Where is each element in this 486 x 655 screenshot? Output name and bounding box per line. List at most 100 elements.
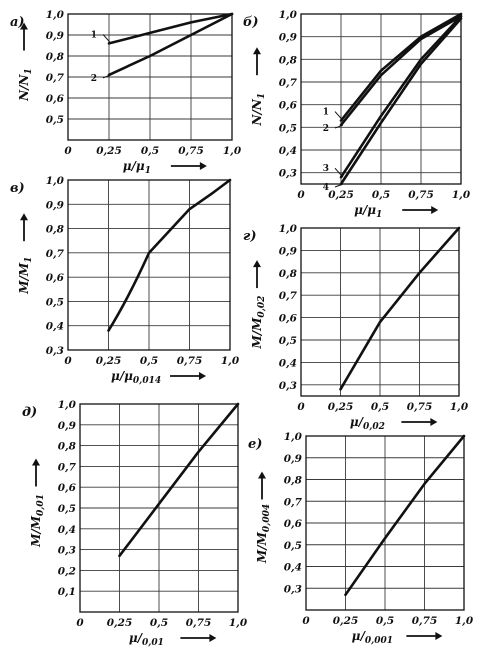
y-tick-label: 0,3 <box>279 380 297 392</box>
y-tick-label: 0,4 <box>58 524 76 536</box>
chart-panel-a: 1,0 0,9 0,8 0,7 0,6 0,5 0 0,25 0,5 0,75 1,0 а) μ/μ1 N… <box>10 9 242 176</box>
y-tick-label: 0,9 <box>58 420 77 432</box>
plot-frame <box>305 435 465 611</box>
y-tick-label: 0,7 <box>58 461 77 473</box>
series-number-label: 1 <box>323 108 329 118</box>
x-axis-label: μ/0,02 <box>350 415 385 432</box>
series-line-3 <box>339 14 463 179</box>
y-tick-label: 1,0 <box>279 223 298 235</box>
x-tick-label: 0,75 <box>408 189 434 201</box>
series-number-label: 1 <box>91 30 97 40</box>
panel-letter: д) <box>22 405 37 420</box>
series-number-label: 4 <box>323 183 329 193</box>
y-tick-label: 0,5 <box>46 296 64 308</box>
y-tick-label: 0,8 <box>46 51 65 63</box>
y-tick-label: 0,9 <box>279 32 298 44</box>
y-axis-arrowhead <box>253 47 261 55</box>
panel-letter: а) <box>10 15 25 30</box>
x-tick-label: 1,0 <box>450 401 469 413</box>
series-callout-line <box>334 111 344 121</box>
series-line-2 <box>107 12 234 77</box>
series-callout-line <box>102 34 112 44</box>
y-axis-arrowhead <box>20 213 28 221</box>
x-axis-label: μ/0,001 <box>352 629 393 646</box>
x-tick-label: 0,25 <box>328 401 354 413</box>
x-tick-label: 0,5 <box>140 355 158 367</box>
x-tick-label: 0,5 <box>371 401 389 413</box>
y-tick-label: 0,9 <box>284 453 303 465</box>
x-tick-label: 1,0 <box>223 145 242 157</box>
y-tick-label: 0,7 <box>46 72 65 84</box>
x-tick-label: 0,5 <box>372 189 390 201</box>
y-axis-label: M/M0,004 <box>255 504 272 564</box>
y-axis-label: M/M0,02 <box>250 296 267 350</box>
y-tick-label: 0,9 <box>279 245 298 257</box>
x-tick-label: 0,5 <box>141 145 159 157</box>
x-tick-label: 0,75 <box>177 355 203 367</box>
x-axis-arrowhead <box>199 372 207 380</box>
y-tick-label: 1,0 <box>284 431 303 443</box>
y-tick-label: 1,0 <box>279 9 298 21</box>
x-tick-label: 0,75 <box>412 615 438 627</box>
plot-frame <box>300 13 462 185</box>
y-tick-label: 0,9 <box>46 199 65 211</box>
y-tick-label: 1,0 <box>58 399 77 411</box>
chart-panel-d: 1,0 0,9 0,8 0,7 0,6 0,5 0,4 0,3 0,2 0,1 0 0,25 0,5 0,… <box>22 399 248 648</box>
x-tick-label: 0 <box>64 145 72 157</box>
y-tick-label: 0,9 <box>46 30 65 42</box>
x-tick-label: 0,25 <box>107 617 133 629</box>
chart-panel-e: 1,0 0,9 0,8 0,7 0,6 0,5 0,4 0,3 0 0,25 0,5 0,75 1,0 е… <box>248 431 474 646</box>
series-line-main <box>344 434 466 597</box>
x-axis-arrowhead <box>430 418 438 426</box>
y-tick-label: 0,6 <box>46 93 65 105</box>
plot-frame <box>67 13 233 141</box>
series-number-label: 2 <box>323 124 329 134</box>
chart-panel-b: 1,0 0,9 0,8 0,7 0,6 0,5 0,4 0,30 0,25 0,5 0,75 1,0 б… <box>243 9 471 220</box>
y-tick-label: 0,3 <box>279 168 297 180</box>
x-axis-arrowhead <box>435 632 443 640</box>
x-axis-label: μ/μ0,014 <box>111 369 161 386</box>
y-tick-label: 0,6 <box>279 313 298 325</box>
y-tick-label: 0,1 <box>58 586 76 598</box>
plot-frame <box>300 227 460 397</box>
y-tick-label: 0,2 <box>58 565 76 577</box>
y-tick-label: 0,8 <box>279 54 298 66</box>
y-tick-label: 0,7 <box>279 77 298 89</box>
y-tick-label: 0,5 <box>279 122 297 134</box>
x-tick-label: 0 <box>76 617 84 629</box>
x-tick-label: 0 <box>302 615 310 627</box>
x-axis-arrowhead <box>431 206 439 214</box>
y-axis-arrowhead <box>20 22 28 30</box>
chart-panel-v: 1,0 0,9 0,8 0,7 0,6 0,5 0,4 0,30 0,25 0,5 0,75 1,0 в… <box>10 175 240 386</box>
y-tick-label: 1,0 <box>46 9 65 21</box>
series-line-main <box>118 402 240 558</box>
y-tick-label: 0,8 <box>46 224 65 236</box>
y-tick-label: 0,3 <box>58 545 76 557</box>
series-callout-line <box>334 183 344 188</box>
chart-panel-g: 1,0 0,9 0,8 0,7 0,6 0,5 0,4 0,30 0,25 0,5 0,75 1,0 г… <box>243 223 469 432</box>
series-line-4 <box>339 17 463 186</box>
x-tick-label: 0,25 <box>96 145 122 157</box>
panel-letter: в) <box>10 181 25 196</box>
y-tick-label: 0,3 <box>284 583 302 595</box>
panel-letter: б) <box>243 15 259 30</box>
series-line-1 <box>339 12 463 122</box>
x-tick-label: 0,25 <box>333 615 359 627</box>
panel-letter: г) <box>243 229 256 244</box>
y-tick-label: 0,4 <box>46 321 64 333</box>
y-tick-label: 0,6 <box>279 100 298 112</box>
y-tick-label: 0,5 <box>46 114 64 126</box>
x-axis-arrowhead <box>199 162 207 170</box>
series-line-main <box>107 178 232 332</box>
y-axis-arrowhead <box>253 260 261 268</box>
y-tick-label: 0,4 <box>279 357 297 369</box>
series-callout-line <box>102 74 112 79</box>
x-tick-label: 0,75 <box>407 401 433 413</box>
x-tick-label: 0,25 <box>328 189 354 201</box>
series-number-label: 3 <box>323 164 329 174</box>
series-callout-line <box>334 167 344 178</box>
x-tick-label: 0,25 <box>96 355 122 367</box>
y-tick-label: 0,6 <box>58 482 77 494</box>
x-tick-label: 0,5 <box>376 615 394 627</box>
